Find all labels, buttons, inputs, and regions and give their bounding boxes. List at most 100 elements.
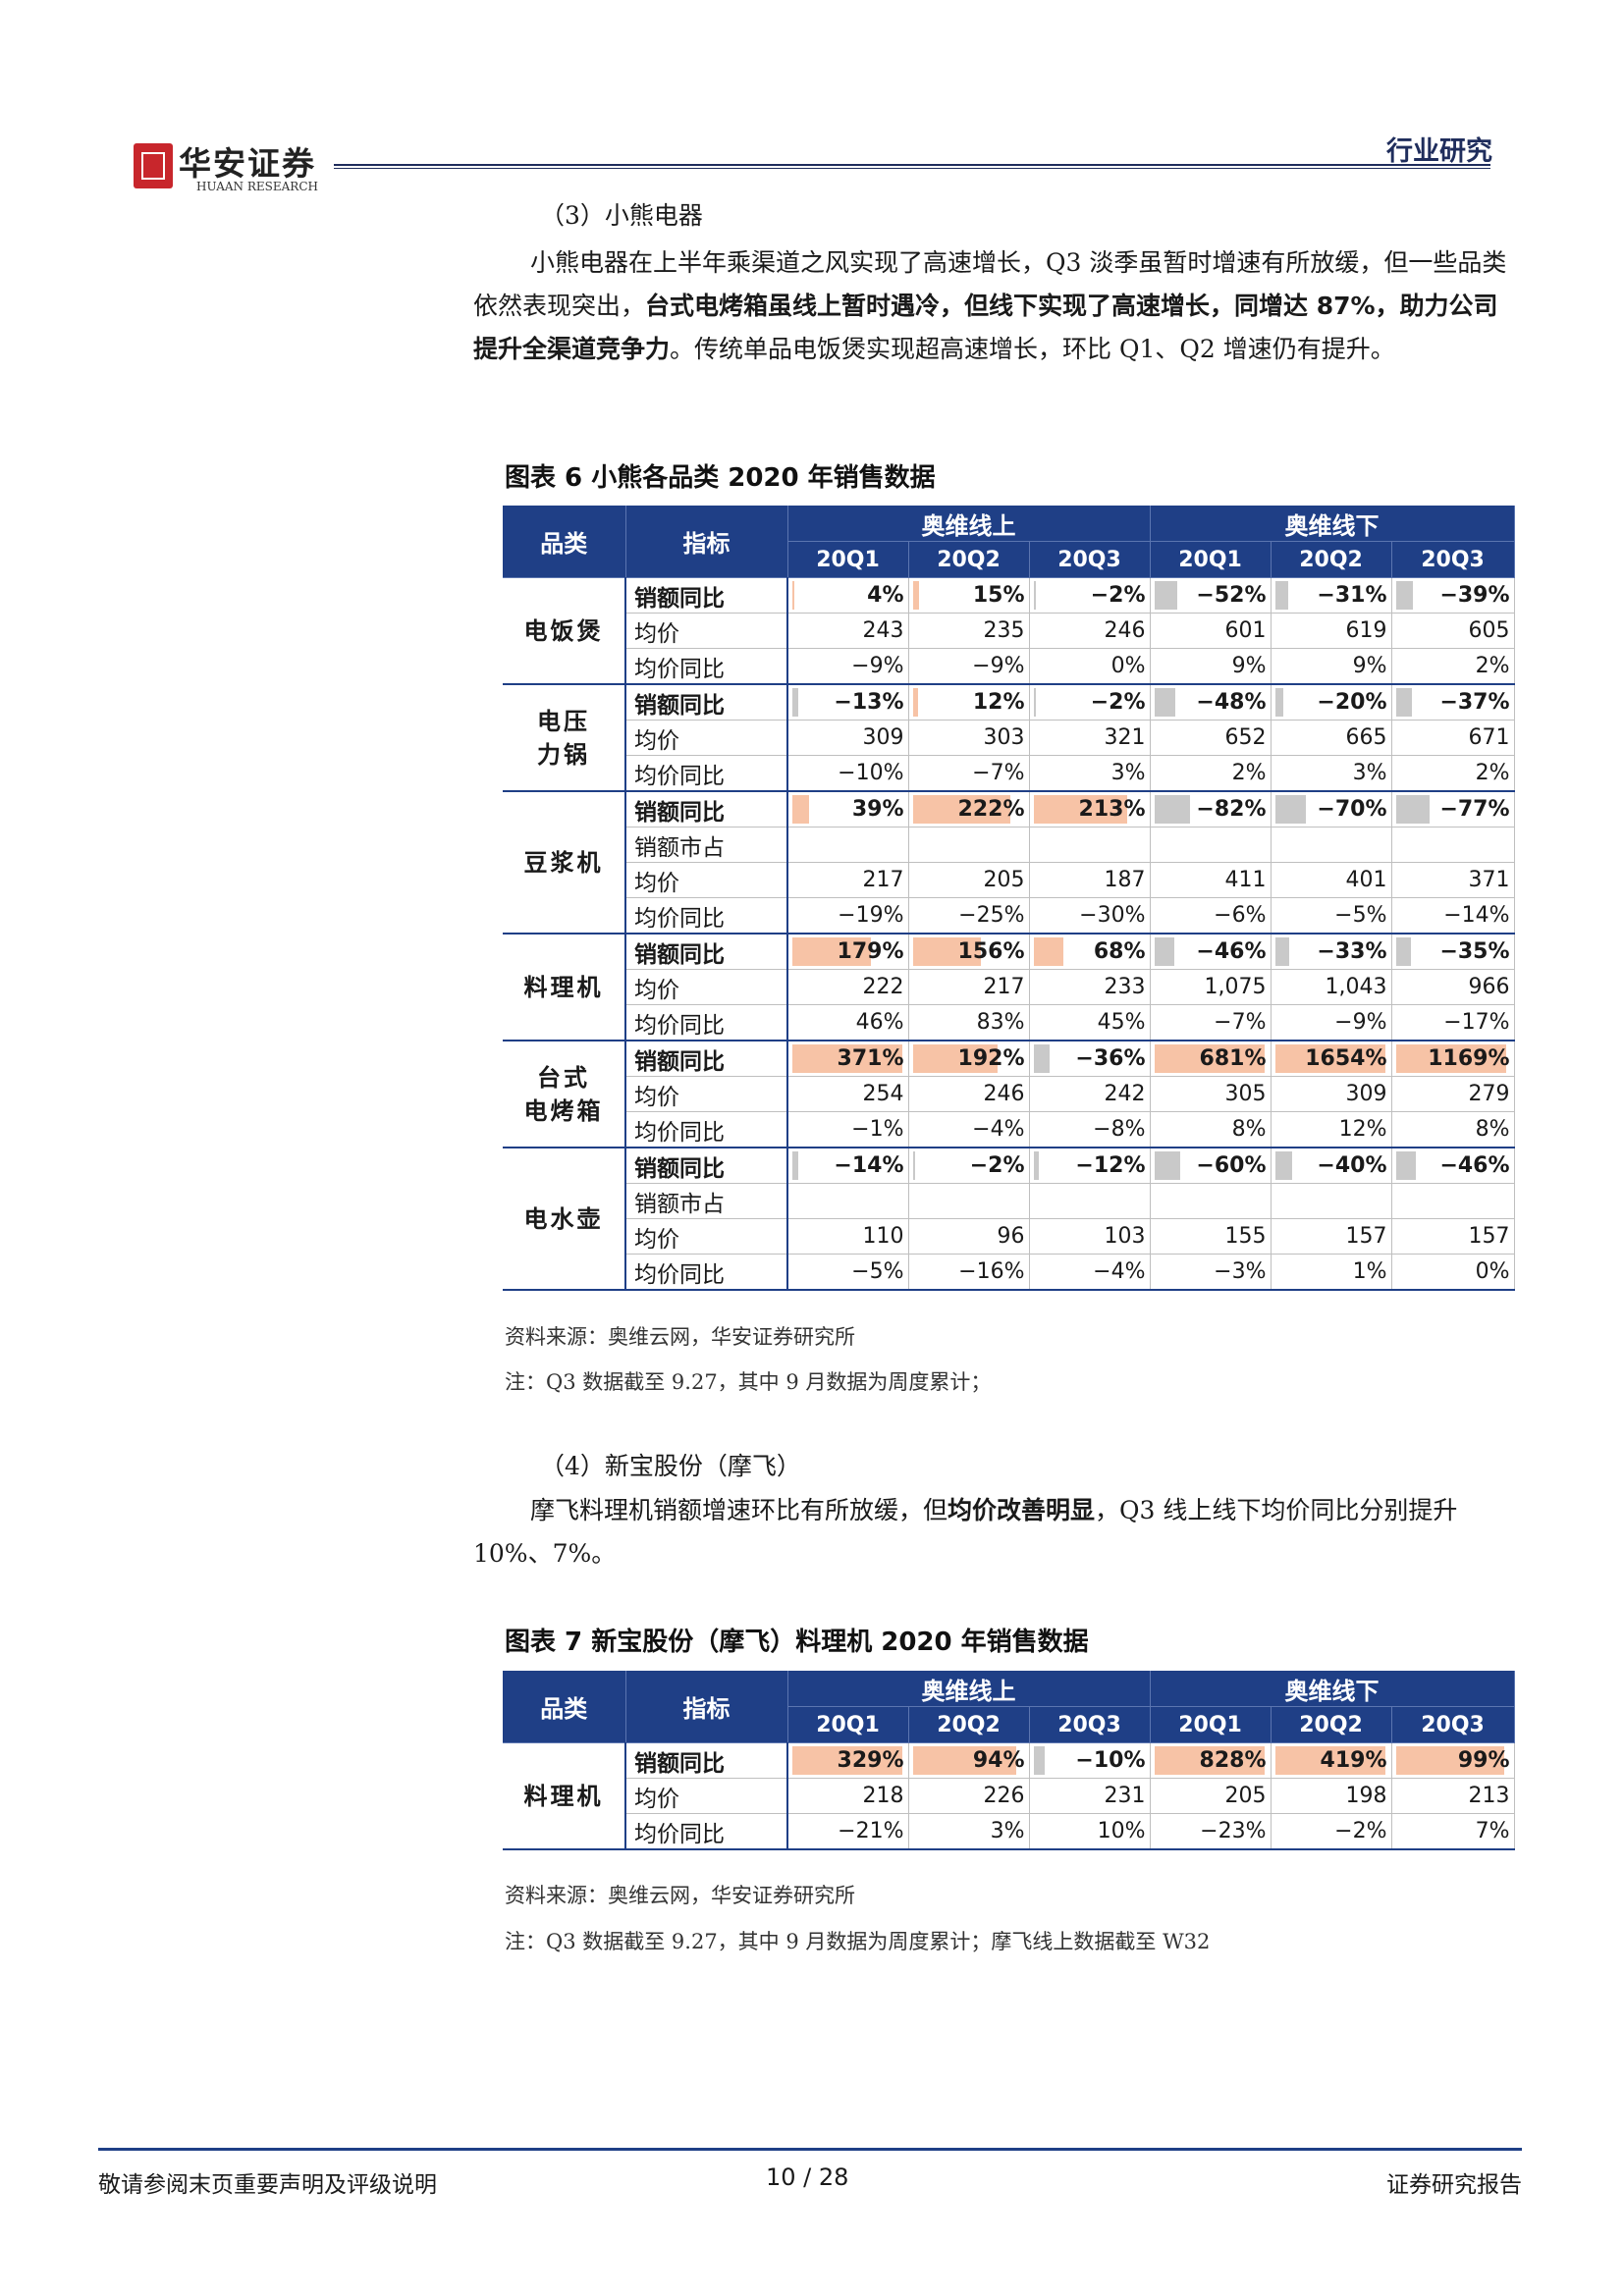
value-text: 671 — [1468, 725, 1510, 750]
data-bar — [912, 795, 1010, 824]
figure-6-table: 品类 指标 奥维线上 奥维线下 20Q1 20Q2 20Q3 20Q1 20Q2 20Q3 电饭煲销… — [503, 506, 1515, 1291]
value-text: 205 — [1224, 1784, 1267, 1808]
value-text: 157 — [1468, 1224, 1510, 1249]
value-cell: 411 — [1150, 862, 1272, 898]
value-cell: 45% — [1029, 1004, 1151, 1041]
paragraph-bold: 均价改善明显 — [947, 1496, 1096, 1524]
value-cell — [908, 827, 1030, 863]
value-cell: −37% — [1391, 684, 1515, 721]
value-text: −9% — [1334, 1010, 1387, 1035]
section-heading-4: （4）新宝股份（摩飞） — [540, 1452, 801, 1480]
value-text: −36% — [1075, 1046, 1146, 1071]
value-cell: 68% — [1029, 934, 1151, 970]
header-group-online: 奥维线上 — [787, 1671, 1151, 1707]
value-text: 2% — [1475, 761, 1510, 785]
table-row: 均价同比 −21% 3% 10% −23% −2% 7% — [503, 1813, 1515, 1850]
table-row: 均价同比 −5% −16% −4% −3% 1% 0% — [503, 1254, 1515, 1291]
value-text: −5% — [851, 1259, 904, 1284]
metric-cell: 销额市占 — [625, 1183, 788, 1219]
figure-7-note: 注：Q3 数据截至 9.27，其中 9 月数据为周度累计；摩飞线上数据截至 W3… — [505, 1930, 1211, 1953]
figure-7-caption: 图表 7 新宝股份（摩飞）料理机 2020 年销售数据 — [505, 1628, 1089, 1657]
value-text: 411 — [1224, 868, 1267, 892]
header-divider-thin — [334, 168, 1490, 169]
value-cell: 10% — [1029, 1813, 1151, 1850]
value-cell: −48% — [1150, 684, 1272, 721]
value-cell: 205 — [908, 862, 1030, 898]
header-quarter: 20Q3 — [1391, 1706, 1515, 1743]
paragraph-text: 摩飞料理机销额增速环比有所放缓，但 — [530, 1496, 948, 1524]
data-bar — [912, 688, 918, 717]
data-bar — [912, 581, 920, 610]
value-text: −37% — [1439, 690, 1510, 715]
value-cell: 222% — [908, 791, 1030, 828]
value-cell: 1% — [1271, 1254, 1392, 1291]
value-text: −1% — [851, 1117, 904, 1142]
value-cell: 605 — [1391, 613, 1515, 649]
value-text: 103 — [1104, 1224, 1146, 1249]
value-text: 309 — [862, 725, 904, 750]
value-text: −9% — [851, 654, 904, 678]
value-cell: 2% — [1391, 648, 1515, 685]
category-cell: 料理机 — [503, 1742, 626, 1850]
value-text: 213 — [1468, 1784, 1510, 1808]
value-cell: 2% — [1391, 755, 1515, 792]
table-row: 均价 243 235 246 601 619 605 — [503, 613, 1515, 649]
value-cell: 235 — [908, 613, 1030, 649]
section-title: 行业研究 — [1386, 136, 1492, 167]
metric-cell: 均价同比 — [625, 648, 788, 685]
value-text: 96 — [997, 1224, 1025, 1249]
value-cell: 309 — [1271, 1076, 1392, 1112]
data-bar — [1154, 937, 1175, 966]
value-text: 2% — [1475, 654, 1510, 678]
metric-cell: 均价 — [625, 613, 788, 649]
value-cell: 665 — [1271, 720, 1392, 756]
value-cell: 218 — [787, 1778, 909, 1814]
value-cell — [908, 1183, 1030, 1219]
data-bar — [792, 688, 798, 717]
value-text: −2% — [969, 1153, 1025, 1178]
data-bar — [792, 1746, 902, 1775]
value-cell: 243 — [787, 613, 909, 649]
value-text: 1,075 — [1204, 975, 1267, 999]
value-cell: −77% — [1391, 791, 1515, 828]
category-cell: 台式 电烤箱 — [503, 1041, 626, 1148]
value-cell: 371% — [787, 1041, 909, 1077]
value-text: −20% — [1317, 690, 1387, 715]
value-cell: 309 — [787, 720, 909, 756]
value-cell: 671 — [1391, 720, 1515, 756]
value-cell: 217 — [908, 969, 1030, 1005]
value-text: −31% — [1317, 583, 1387, 608]
value-cell: −9% — [787, 648, 909, 685]
value-text: 303 — [983, 725, 1025, 750]
value-cell: 156% — [908, 934, 1030, 970]
metric-cell: 均价同比 — [625, 755, 788, 792]
data-bar — [1395, 795, 1430, 824]
data-bar — [1395, 1044, 1506, 1073]
paragraph-tail: 。传统单品电饭煲实现超高速增长，环比 Q1、Q2 增速仍有提升。 — [670, 335, 1395, 363]
value-cell: 321 — [1029, 720, 1151, 756]
data-bar — [1274, 1044, 1385, 1073]
value-cell: −52% — [1150, 577, 1272, 614]
value-cell: 652 — [1150, 720, 1272, 756]
value-cell: 246 — [908, 1076, 1030, 1112]
value-text: −25% — [958, 903, 1025, 928]
value-cell: −60% — [1150, 1148, 1272, 1184]
value-text: −3% — [1214, 1259, 1267, 1284]
value-cell: 12% — [1271, 1111, 1392, 1148]
figure-6-note: 注：Q3 数据截至 9.27，其中 9 月数据为周度累计； — [505, 1370, 992, 1394]
metric-cell: 均价同比 — [625, 1813, 788, 1850]
data-bar — [1395, 688, 1413, 717]
value-cell: 157 — [1271, 1218, 1392, 1255]
table-row: 电压 力锅 销额同比 −13% 12% −2% −48% −20% −37% — [503, 684, 1515, 792]
value-text: −35% — [1439, 939, 1510, 964]
value-cell: −2% — [1029, 684, 1151, 721]
value-cell: −7% — [1150, 1004, 1272, 1041]
value-cell: −4% — [908, 1111, 1030, 1148]
value-cell: 222 — [787, 969, 909, 1005]
table-row: 均价 309 303 321 652 665 671 — [503, 720, 1515, 756]
metric-cell: 均价 — [625, 720, 788, 756]
value-text: 681% — [1199, 1046, 1267, 1071]
metric-cell: 销额同比 — [625, 1742, 788, 1779]
value-cell: 4% — [787, 577, 909, 614]
value-text: −14% — [834, 1153, 904, 1178]
